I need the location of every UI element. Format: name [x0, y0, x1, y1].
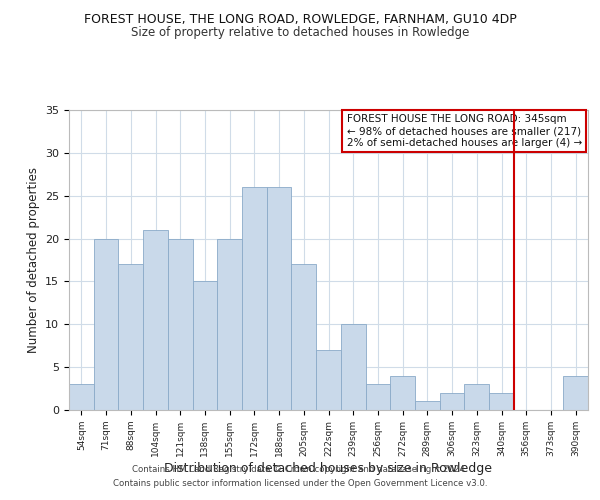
X-axis label: Distribution of detached houses by size in Rowledge: Distribution of detached houses by size …: [164, 462, 493, 474]
Bar: [94, 238, 118, 410]
Bar: [292, 264, 316, 410]
Bar: [242, 187, 267, 410]
Bar: [341, 324, 365, 410]
Bar: [217, 238, 242, 410]
Text: Contains HM Land Registry data © Crown copyright and database right 2024.
Contai: Contains HM Land Registry data © Crown c…: [113, 466, 487, 487]
Bar: [489, 393, 514, 410]
Bar: [316, 350, 341, 410]
Bar: [193, 282, 217, 410]
Text: FOREST HOUSE THE LONG ROAD: 345sqm
← 98% of detached houses are smaller (217)
2%: FOREST HOUSE THE LONG ROAD: 345sqm ← 98%…: [347, 114, 582, 148]
Bar: [118, 264, 143, 410]
Bar: [267, 187, 292, 410]
Bar: [563, 376, 588, 410]
Bar: [69, 384, 94, 410]
Bar: [365, 384, 390, 410]
Text: Size of property relative to detached houses in Rowledge: Size of property relative to detached ho…: [131, 26, 469, 39]
Bar: [440, 393, 464, 410]
Bar: [168, 238, 193, 410]
Bar: [143, 230, 168, 410]
Bar: [415, 402, 440, 410]
Bar: [464, 384, 489, 410]
Bar: [390, 376, 415, 410]
Y-axis label: Number of detached properties: Number of detached properties: [26, 167, 40, 353]
Text: FOREST HOUSE, THE LONG ROAD, ROWLEDGE, FARNHAM, GU10 4DP: FOREST HOUSE, THE LONG ROAD, ROWLEDGE, F…: [83, 12, 517, 26]
